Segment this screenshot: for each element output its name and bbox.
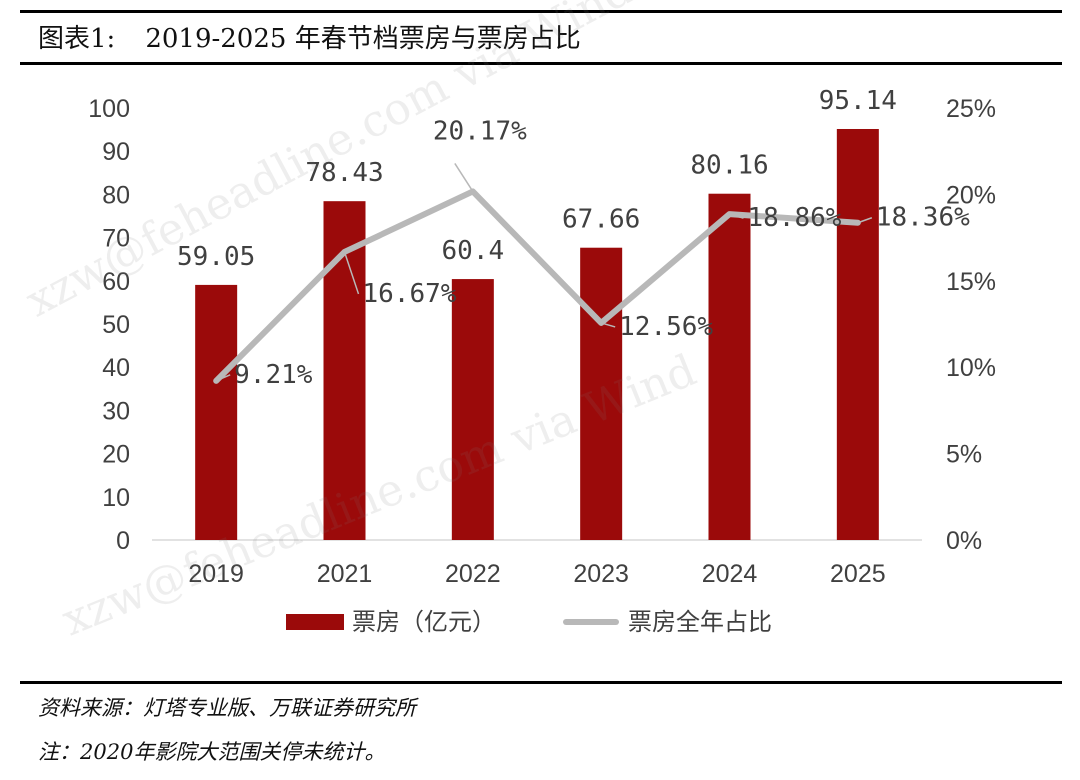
footnote: 注：2020年影院大范围关停未统计。 (38, 740, 386, 764)
left-axis-tick-label: 50 (102, 311, 130, 339)
label-leader-line (600, 322, 616, 328)
top-rule (20, 10, 1062, 13)
left-axis-tick-label: 60 (102, 268, 130, 296)
x-axis-tick-label: 2023 (573, 560, 629, 588)
label-leader-line (729, 213, 744, 219)
left-axis-tick-label: 30 (102, 397, 130, 425)
bar-value-label: 95.14 (819, 86, 897, 116)
right-axis-tick-label: 15% (946, 268, 996, 296)
label-leader-line (343, 251, 360, 295)
bar (451, 279, 494, 540)
line-value-label: 12.56% (619, 312, 713, 342)
label-leader-line (215, 374, 231, 382)
bottom-rule (20, 681, 1062, 684)
left-axis-tick-label: 90 (102, 138, 130, 166)
right-axis-tick-label: 20% (946, 181, 996, 209)
bar (580, 247, 623, 540)
figure-title-text: 2019-2025 年春节档票房与票房占比 (145, 24, 581, 54)
right-axis-tick-label: 25% (946, 95, 996, 123)
right-axis-tick-label: 5% (946, 441, 982, 469)
line-value-label: 18.86% (748, 203, 842, 233)
x-axis-tick-label: 2024 (702, 560, 758, 588)
right-axis-tick-label: 10% (946, 354, 996, 382)
bar (195, 284, 238, 540)
bar (836, 128, 879, 540)
line-value-label: 20.17% (433, 116, 527, 146)
share-line (213, 188, 861, 384)
title-rule (20, 62, 1062, 65)
bar (708, 193, 751, 540)
label-leader-line (454, 163, 474, 192)
x-axis-tick-label: 2019 (188, 560, 244, 588)
legend-bar-label: 票房（亿元） (352, 608, 496, 636)
source-note: 资料来源：灯塔专业版、万联证券研究所 (38, 696, 416, 720)
figure-label: 图表1: (38, 24, 116, 54)
bar-value-label: 59.05 (177, 242, 255, 272)
bar-value-label: 78.43 (305, 158, 383, 188)
x-axis-tick-label: 2021 (317, 560, 373, 588)
legend-bar-swatch (286, 614, 344, 630)
line-value-label: 9.21% (234, 360, 313, 390)
x-axis-tick-label: 2022 (445, 560, 501, 588)
left-axis-tick-label: 20 (102, 441, 130, 469)
left-axis-tick-label: 80 (102, 181, 130, 209)
left-axis-tick-label: 10 (102, 484, 130, 512)
bar-value-label: 60.4 (442, 236, 505, 266)
right-axis-tick-label: 0% (946, 527, 982, 555)
line-value-label: 16.67% (363, 279, 457, 309)
left-axis-tick-label: 0 (116, 527, 130, 555)
figure-title: 图表1: 2019-2025 年春节档票房与票房占比 (38, 18, 581, 55)
bar (323, 201, 366, 540)
left-axis-tick-label: 100 (88, 95, 130, 123)
label-leader-line (857, 217, 873, 224)
left-axis-tick-label: 40 (102, 354, 130, 382)
line-value-label: 18.36% (876, 203, 970, 233)
combo-chart: 0 10 20 30 40 50 60 70 80 90 100 0% 5% 10% 15% 20% 25% 20… (88, 86, 996, 636)
legend-line-label: 票房全年占比 (628, 608, 772, 636)
bar-value-label: 67.66 (562, 205, 640, 235)
left-axis-tick-label: 70 (102, 225, 130, 253)
bar-value-label: 80.16 (690, 151, 768, 181)
x-axis-tick-label: 2025 (830, 560, 886, 588)
